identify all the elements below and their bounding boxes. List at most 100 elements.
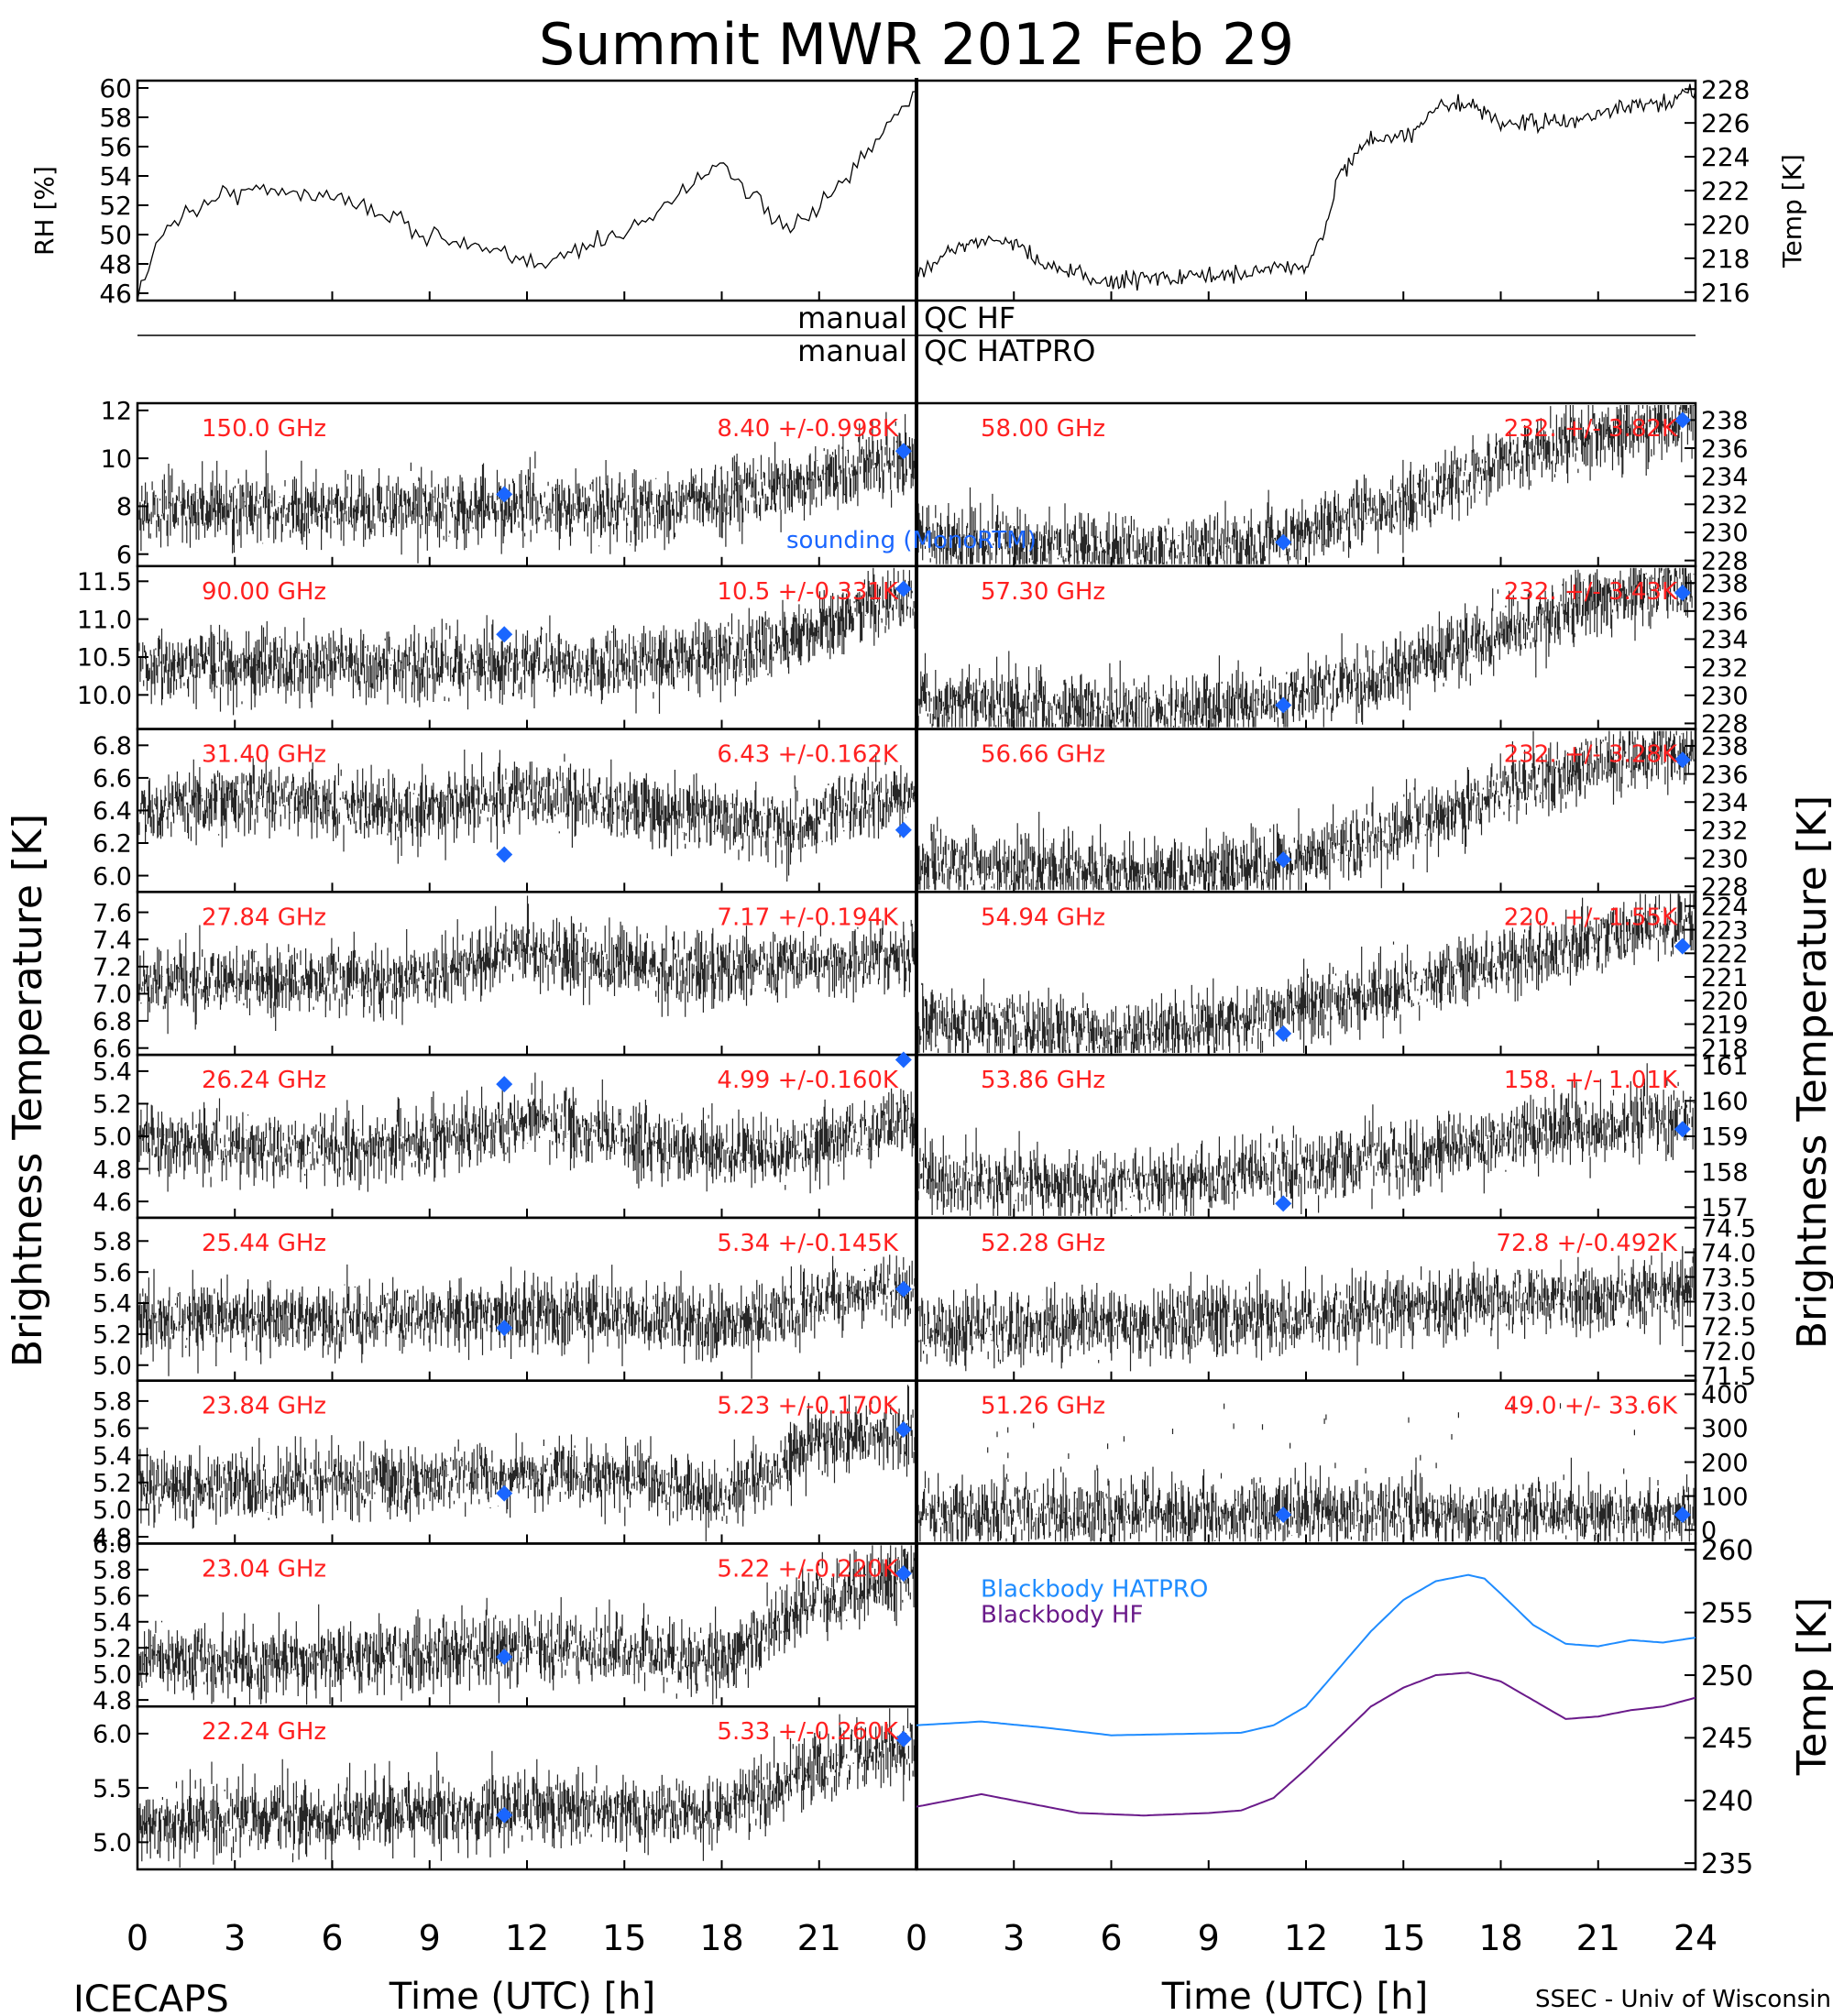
y-tick-label: 52	[99, 191, 132, 221]
sounding-marker	[496, 1076, 513, 1093]
y-tick-label: 5.4	[93, 1290, 132, 1319]
time-label-left: Time (UTC) [h]	[389, 1976, 655, 2016]
y-tick-label: 240	[1701, 1786, 1753, 1818]
blackbody-line-0	[916, 1573, 1696, 1737]
y-tick-label: 5.2	[93, 1321, 132, 1350]
y-tick-label: 11.0	[77, 606, 132, 634]
time-label-right: Time (UTC) [h]	[1161, 1976, 1428, 2016]
x-tick-label: 24	[1674, 1918, 1718, 1958]
y-tick-label: 5.2	[93, 1469, 132, 1497]
channel-label: 90.00 GHz	[202, 578, 326, 606]
y-tick-label: 228	[1701, 74, 1750, 104]
qc-hatpro-label: QC HATPRO	[924, 334, 1095, 368]
sounding-marker	[895, 1730, 912, 1748]
sounding-marker	[895, 580, 912, 597]
y-tick-label: 160	[1701, 1088, 1749, 1116]
y-tick-label: 255	[1701, 1597, 1753, 1629]
channel-stats: 5.22 +/-0.220K	[717, 1555, 899, 1583]
y-tick-label: 50	[99, 220, 132, 250]
y-tick-label: 238	[1701, 407, 1749, 435]
y-tick-label: 223	[1701, 916, 1749, 945]
y-tick-label: 8	[116, 493, 132, 521]
y-tick-label: 4.8	[93, 1687, 132, 1715]
left-5-panel: 4.6 4.8 5.0 5.2 5.4 26.24 GHz 4.99 +/-0.160K	[93, 1051, 918, 1220]
x-tick-label: 12	[505, 1918, 549, 1958]
left-8-trace	[138, 1545, 916, 1705]
bb-temp-label: Temp [K]	[1789, 1597, 1833, 1776]
sounding-marker	[1674, 1121, 1691, 1138]
channel-label: 52.28 GHz	[981, 1230, 1105, 1257]
sounding-marker	[895, 1280, 912, 1298]
left-1-panel: 6 8 10 12 150.0 GHz 8.40 +/-0.998K	[101, 398, 918, 569]
y-tick-label: 220	[1701, 210, 1750, 240]
y-tick-label: 72.5	[1701, 1313, 1756, 1342]
y-tick-label: 12	[101, 398, 132, 426]
right-7-trace	[917, 1403, 1695, 1542]
channel-label: 26.24 GHz	[202, 1067, 326, 1094]
left-9-panel: 5.0 5.5 6.0 22.24 GHz 5.33 +/-0.260K	[93, 1704, 918, 1871]
channel-stats: 232. +/- 3.82K	[1504, 415, 1678, 443]
y-tick-label: 234	[1701, 463, 1749, 491]
y-tick-label: 234	[1701, 789, 1749, 817]
y-tick-label: 5.6	[93, 1259, 132, 1287]
time-axis: 0 3 6 9 12 15 18 21 0 3 6 9 12 15 18 21 24	[126, 1918, 1718, 1958]
y-tick-label: 7.4	[93, 926, 132, 955]
left-6-trace	[138, 1255, 916, 1379]
y-tick-label: 157	[1701, 1194, 1749, 1222]
y-tick-label: 5.8	[93, 1388, 132, 1417]
y-tick-label: 6.8	[93, 1008, 132, 1036]
y-tick-label: 238	[1701, 733, 1749, 761]
x-tick-label: 6	[1100, 1918, 1122, 1958]
y-tick-label: 10.0	[77, 682, 132, 710]
y-tick-label: 5.2	[93, 1090, 132, 1119]
sounding-marker	[496, 846, 513, 863]
x-tick-label: 3	[224, 1918, 246, 1958]
left-5-trace	[138, 1072, 916, 1194]
x-tick-label: 12	[1284, 1918, 1328, 1958]
sounding-marker	[1674, 937, 1691, 955]
channel-stats: 158. +/- 1.01K	[1504, 1067, 1678, 1094]
y-tick-label: 0	[1701, 1517, 1717, 1545]
y-tick-label: 11.5	[77, 568, 132, 597]
y-tick-label: 6.4	[93, 797, 132, 826]
channel-label: 57.30 GHz	[981, 578, 1105, 606]
y-tick-label: 4.8	[93, 1156, 132, 1184]
channel-label: 25.44 GHz	[202, 1230, 326, 1257]
y-tick-label: 236	[1701, 435, 1749, 464]
y-tick-label: 222	[1701, 940, 1749, 969]
y-tick-label: 48	[99, 249, 132, 279]
x-tick-label: 15	[602, 1918, 646, 1958]
channel-label: 27.84 GHz	[202, 904, 326, 931]
channel-label: 58.00 GHz	[981, 415, 1105, 443]
y-tick-label: 6	[116, 541, 132, 569]
left-1-trace	[138, 411, 916, 564]
y-tick-label: 232	[1701, 654, 1749, 683]
channel-stats: 10.5 +/-0.331K	[717, 578, 899, 606]
sounding-marker	[1275, 851, 1292, 869]
sounding-marker	[895, 1051, 912, 1068]
y-tick-label: 100	[1701, 1483, 1749, 1511]
right-1-trace	[917, 405, 1695, 564]
y-tick-label: 6.0	[93, 862, 132, 891]
right-7-panel: 0 100 200 300 400 51.26 GHz 49.0 +/- 33.6K	[915, 1379, 1749, 1545]
channel-label: 23.84 GHz	[202, 1393, 326, 1420]
y-tick-label: 228	[1701, 873, 1749, 902]
y-tick-label: 6.2	[93, 830, 132, 859]
y-tick-label: 216	[1701, 278, 1750, 308]
left-9-trace	[138, 1708, 916, 1868]
brightness-panels: 6 8 10 12 150.0 GHz 8.40 +/-0.998K 10.0 10.5 11.…	[77, 398, 1756, 1880]
channel-label: 150.0 GHz	[202, 415, 326, 443]
y-tick-label: 224	[1701, 893, 1749, 922]
y-tick-label: 5.8	[93, 1228, 132, 1256]
y-tick-label: 74.5	[1701, 1214, 1756, 1243]
channel-stats: 220. +/- 1.55K	[1504, 904, 1678, 931]
left-4-trace	[138, 895, 916, 1035]
y-tick-label: 218	[1701, 244, 1750, 274]
y-tick-label: 161	[1701, 1052, 1749, 1080]
channel-stats: 232. +/- 3.43K	[1504, 578, 1678, 606]
channel-stats: 49.0 +/- 33.6K	[1504, 1393, 1678, 1420]
channel-label: 53.86 GHz	[981, 1067, 1105, 1094]
y-tick-label: 228	[1701, 710, 1749, 739]
rh-axis-label: RH [%]	[29, 166, 60, 256]
